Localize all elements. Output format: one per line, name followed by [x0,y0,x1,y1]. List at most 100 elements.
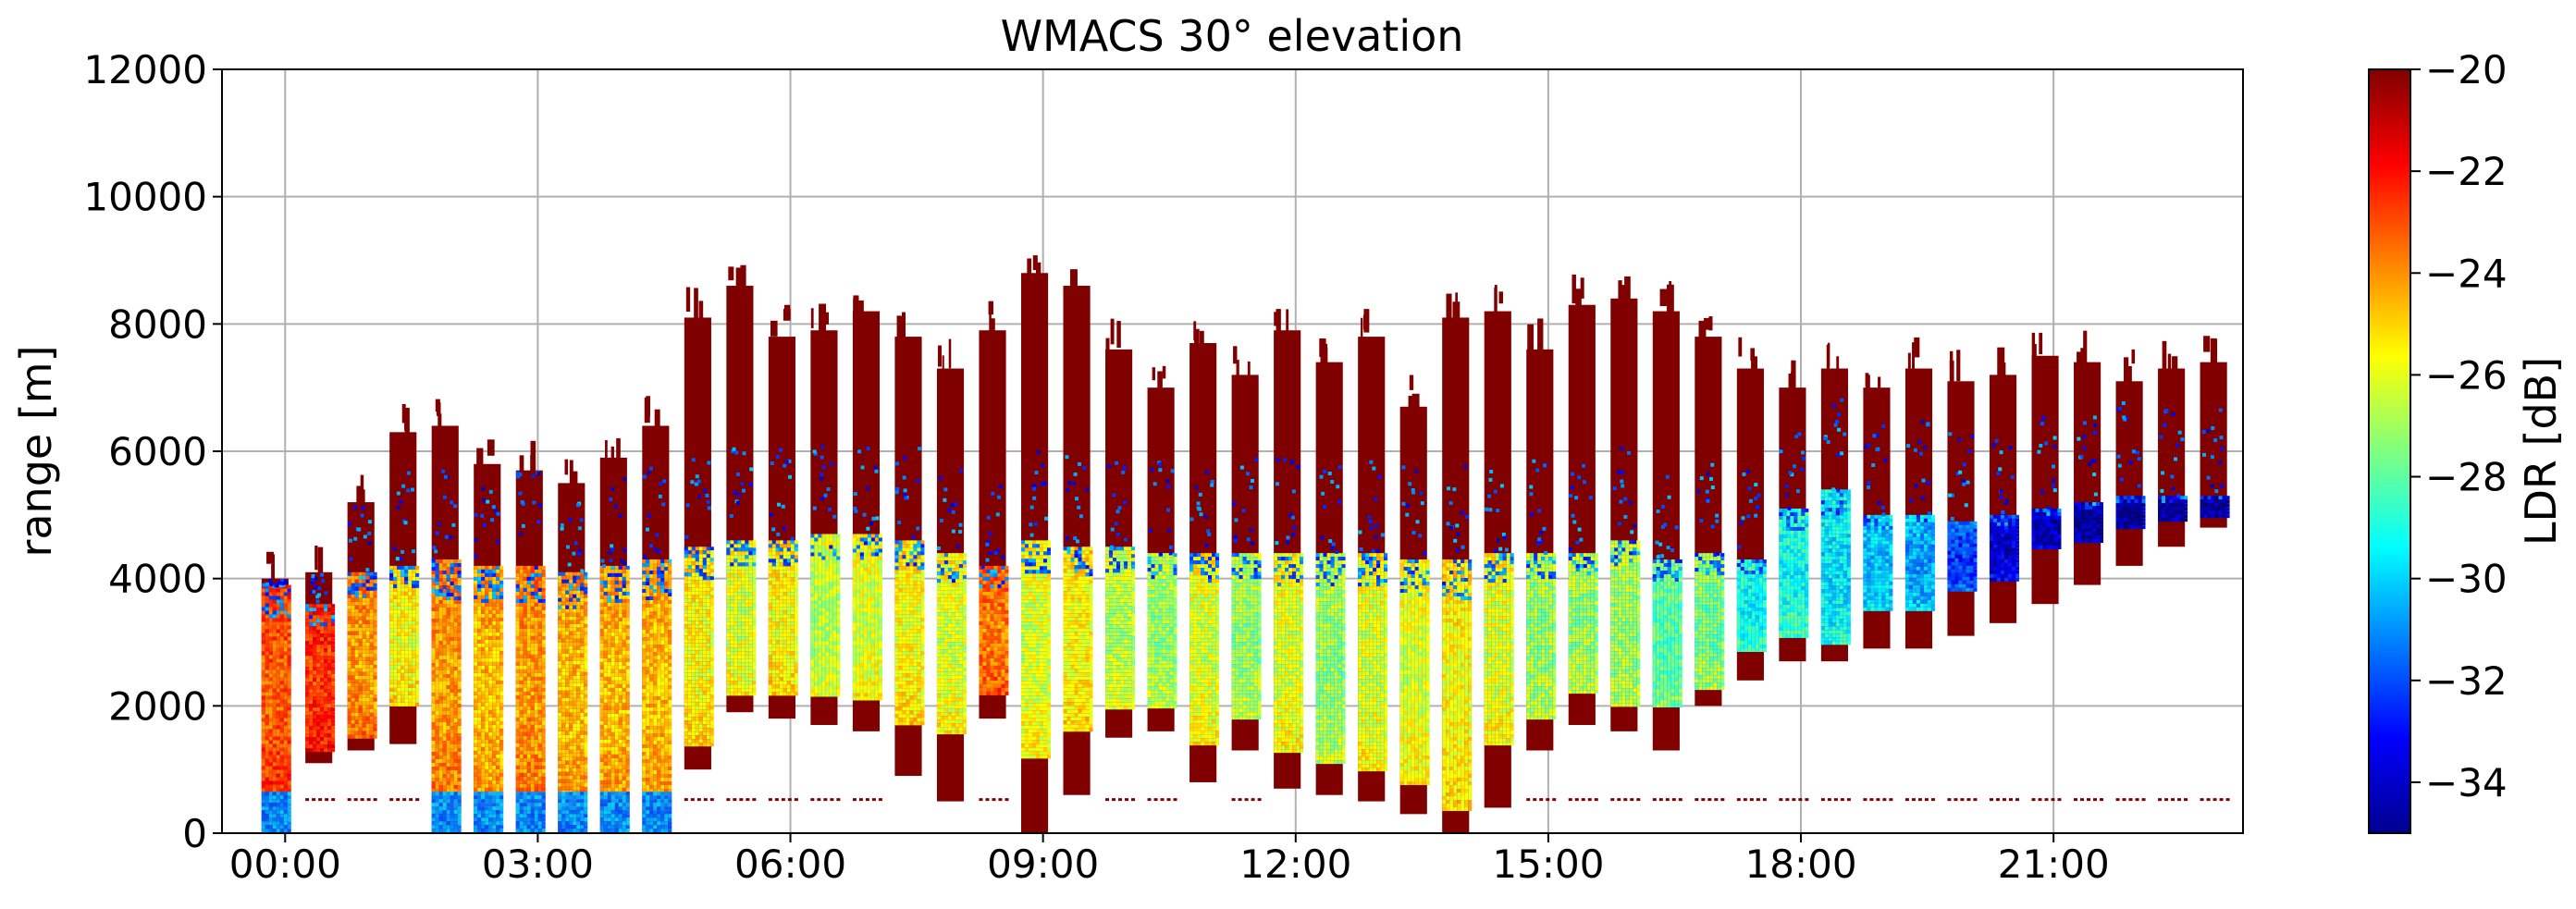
ldr-cell [373,608,377,613]
ldr-cell [537,620,542,625]
ldr-cell [526,657,531,662]
ldr-cell [324,630,328,634]
low-ldr-cell [625,814,630,818]
ldr-cell [431,722,436,727]
ldr-cell [603,776,608,780]
ldr-cell [265,699,269,704]
ldr-cell [316,670,321,675]
ldr-cell [558,620,562,624]
ldr-cell [477,687,482,692]
ldr-cell [541,783,546,788]
ldr-cell [537,735,542,740]
ldr-cell [358,653,363,657]
ldr-cell [580,764,585,768]
ldr-cell [523,620,527,625]
ldr-cell [530,743,535,747]
ldr-cell [584,686,588,691]
ldr-cell [523,613,527,618]
ldr-cell [607,706,611,710]
ldr-cell [316,611,321,616]
ldr-cell [558,731,562,735]
ldr-cell [523,639,527,644]
ldr-cell [523,694,527,699]
ldr-cell [279,599,284,604]
ldr-cell [576,775,581,780]
ldr-cell [365,623,370,628]
ldr-cell [261,743,265,748]
ldr-cell [276,729,280,733]
ldr-cell [496,635,500,640]
ldr-cell [316,696,321,701]
ldr-cell [614,598,619,603]
ldr-cell [485,691,489,695]
low-ldr-cell [541,810,546,815]
ldr-cell [283,788,288,792]
ldr-cell [610,731,615,736]
ldr-cell [526,687,531,692]
low-ldr-cell [453,829,458,833]
ldr-cell [558,675,562,680]
ldr-cell [446,770,450,775]
ldr-cell [646,589,650,594]
ldr-cell [446,759,450,764]
ldr-cell [276,592,280,596]
ldr-cell [305,656,310,660]
ldr-cell [369,682,374,687]
ldr-cell [664,600,669,605]
ldr-cell [327,619,332,623]
low-ldr-cell [261,814,265,818]
ldr-cell [408,691,413,695]
ldr-cell [515,731,520,736]
ldr-cell [488,591,493,596]
ldr-cell [320,737,325,742]
ldr-cell [584,627,588,632]
low-ldr-cell [446,821,450,826]
ldr-cell [625,635,630,640]
ldr-cell [625,739,630,743]
ldr-cell [265,673,269,678]
ldr-cell [653,604,658,608]
ldr-cell [365,734,370,739]
low-ldr-cell [276,792,280,796]
ldr-cell [435,774,439,779]
ldr-cell [442,582,447,586]
ldr-cell [526,783,531,788]
ldr-cell [324,737,328,742]
ldr-cell [614,587,619,592]
ldr-cell [499,613,504,618]
ldr-cell [438,781,443,786]
ldr-cell [625,680,630,684]
ldr-cell [313,619,317,623]
ldr-cell [320,637,325,642]
ldr-cell [519,735,524,740]
ldr-cell [408,595,413,599]
ldr-cell [485,643,489,647]
ldr-cell [565,616,570,620]
ldr-cell [265,607,269,611]
ldr-cell [389,680,394,684]
ldr-cell [614,739,619,743]
ldr-cell [261,688,265,693]
ldr-cell [515,702,520,706]
ldr-cell [541,606,546,610]
ldr-speckle [521,523,525,528]
ldr-cell [283,669,288,674]
ldr-cell [283,603,288,608]
ldr-cell [561,712,566,717]
ldr-cell [526,757,531,762]
low-ldr-cell [519,814,524,818]
low-ldr-cell [450,799,454,804]
ldr-cell [488,731,493,736]
ldr-speckle [474,512,478,517]
ldr-cell [614,665,619,669]
low-ldr-cell [261,806,265,811]
ldr-cell [541,580,546,584]
ldr-cell [305,737,310,742]
ldr-cell [534,657,538,662]
ldr-cell [649,630,654,634]
ldr-cell [446,730,450,734]
ldr-cell [283,658,288,663]
low-ldr-cell [610,803,615,807]
ldr-cell [305,667,310,671]
ldr-cell [664,578,669,583]
